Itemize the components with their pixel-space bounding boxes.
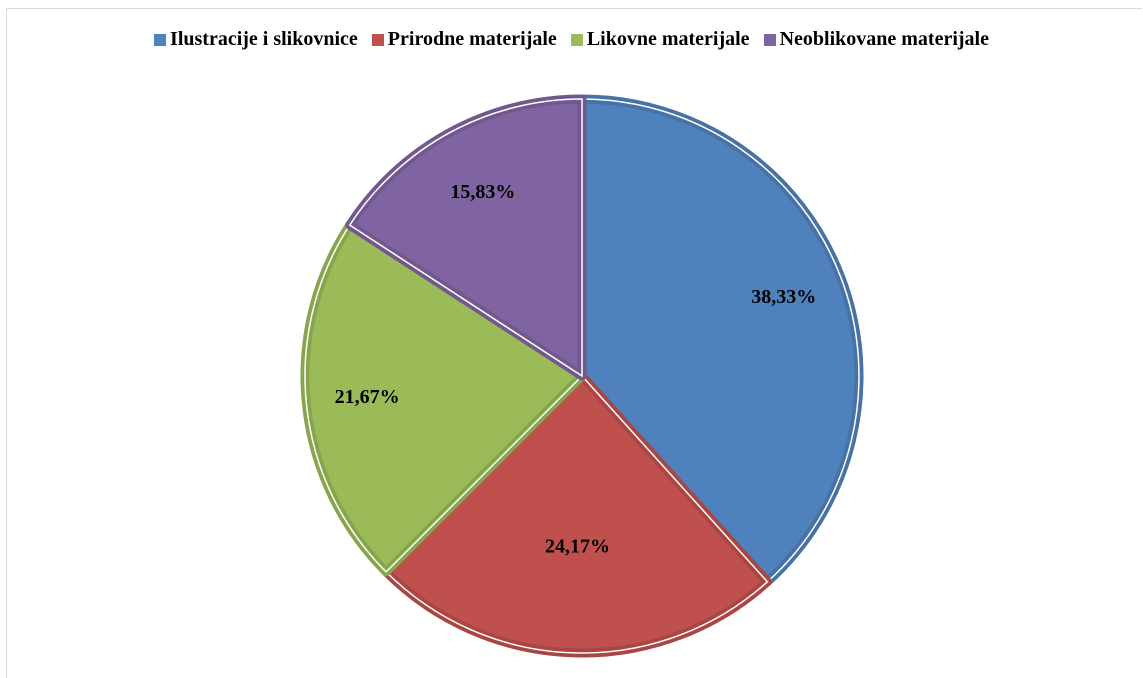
legend-swatch-likovne: [570, 33, 583, 46]
pie-value-labels: 38,33% 24,17% 21,67% 15,83%: [335, 181, 817, 557]
legend-swatch-ilustracije: [154, 33, 167, 46]
pie-slice-separator: [348, 98, 583, 378]
legend-swatch-neoblikovane: [763, 33, 776, 46]
pie-label-prirodne-materijale: 24,17%: [545, 535, 610, 557]
legend-swatch-prirodne: [371, 33, 384, 46]
legend-label-ilustracije: Ilustracije i slikovnice: [170, 28, 358, 50]
legend-label-prirodne: Prirodne materijale: [387, 28, 557, 50]
pie-label-neoblikovane-materijale: 15,83%: [450, 181, 515, 203]
legend-label-neoblikovane: Neoblikovane materijale: [779, 28, 989, 50]
pie-slices: [300, 94, 864, 658]
legend-label-likovne: Likovne materijale: [586, 28, 750, 50]
legend-item-ilustracije: Ilustracije i slikovnice: [154, 28, 358, 51]
pie-slice-separator: [385, 374, 769, 654]
legend-item-prirodne: Prirodne materijale: [371, 28, 557, 51]
pie-label-ilustracije-i-slikovnice: 38,33%: [751, 286, 816, 308]
legend-item-neoblikovane: Neoblikovane materijale: [763, 28, 989, 51]
pie-slice-separator: [304, 224, 584, 573]
pie-slice-separator: [581, 98, 860, 583]
pie-label-likovne-materijale: 21,67%: [335, 386, 400, 408]
legend: Ilustracije i slikovnice Prirodne materi…: [0, 28, 1143, 51]
legend-item-likovne: Likovne materijale: [570, 28, 750, 51]
